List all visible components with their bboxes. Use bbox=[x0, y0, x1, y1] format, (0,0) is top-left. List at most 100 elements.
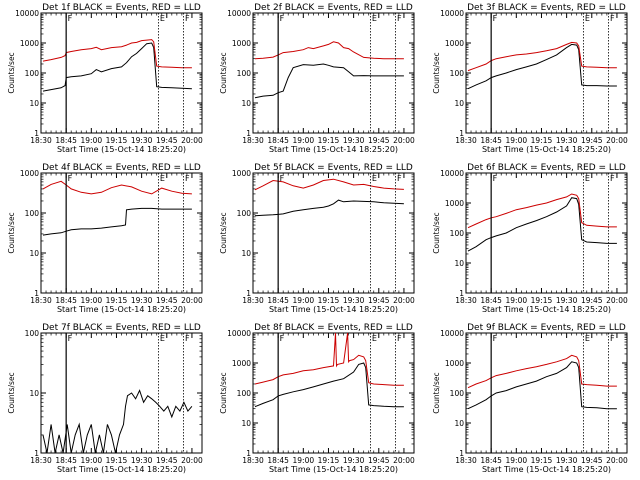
series-events bbox=[467, 197, 617, 252]
time-marker-label: F bbox=[397, 174, 402, 183]
x-tick-label: 20:00 bbox=[606, 136, 628, 145]
y-tick-label: 10 bbox=[241, 249, 251, 258]
y-axis-label: Counts/sec bbox=[219, 372, 228, 413]
time-marker-label: F bbox=[397, 14, 402, 23]
series-events bbox=[42, 389, 193, 454]
series-lld bbox=[254, 178, 404, 191]
series-events bbox=[467, 43, 617, 90]
time-marker-label: F bbox=[493, 174, 498, 183]
x-tick-label: 18:45 bbox=[480, 296, 502, 305]
y-tick-label: 1 bbox=[459, 449, 464, 458]
y-tick-label: 100 bbox=[237, 209, 252, 218]
x-tick-label: 18:30 bbox=[455, 296, 477, 305]
y-tick-label: 10 bbox=[29, 249, 39, 258]
y-tick-label: 10000 bbox=[15, 9, 39, 18]
x-tick-label: 19:45 bbox=[581, 136, 603, 145]
time-marker-label: E bbox=[372, 174, 377, 183]
y-tick-label: 100 bbox=[450, 69, 465, 78]
series-events bbox=[254, 63, 404, 99]
y-tick-label: 10000 bbox=[227, 329, 251, 338]
panel-title: Det 8f BLACK = Events, RED = LLD bbox=[254, 323, 413, 333]
panel-8: Det 8f BLACK = Events, RED = LLD 1 10 100 10… bbox=[219, 323, 415, 474]
x-tick-label: 20:00 bbox=[606, 456, 628, 465]
time-marker-label: F bbox=[185, 334, 190, 343]
panel-3: Det 3f BLACK = Events, RED = LLD 1 10 100 10… bbox=[432, 3, 628, 154]
panel-7: Det 7f BLACK = Events, RED = LLD 1 10 100 18… bbox=[7, 323, 203, 474]
x-tick-label: 18:30 bbox=[30, 456, 52, 465]
y-tick-label: 1 bbox=[459, 129, 464, 138]
plot-frame bbox=[252, 172, 415, 294]
panel-title: Det 2f BLACK = Events, RED = LLD bbox=[254, 3, 413, 13]
y-axis-label: Counts/sec bbox=[219, 52, 228, 93]
y-tick-label: 100 bbox=[237, 69, 252, 78]
time-marker-label: E bbox=[160, 334, 165, 343]
time-marker-label: F bbox=[610, 174, 615, 183]
x-axis-label: Start Time (15-Oct-14 18:25:20) bbox=[269, 145, 398, 154]
y-tick-label: 1000 bbox=[20, 39, 39, 48]
x-tick-label: 18:30 bbox=[30, 296, 52, 305]
plot-frame bbox=[465, 172, 628, 294]
y-tick-label: 10000 bbox=[440, 9, 464, 18]
x-tick-label: 19:45 bbox=[156, 136, 178, 145]
y-tick-label: 100 bbox=[237, 389, 252, 398]
time-marker-label: E bbox=[372, 334, 377, 343]
time-marker-label: F bbox=[493, 334, 498, 343]
x-tick-label: 18:30 bbox=[30, 136, 52, 145]
plot-frame bbox=[465, 12, 628, 134]
x-tick-label: 19:45 bbox=[368, 456, 390, 465]
panel-title: Det 9f BLACK = Events, RED = LLD bbox=[467, 323, 626, 333]
x-tick-label: 20:00 bbox=[393, 456, 415, 465]
x-tick-label: 18:45 bbox=[267, 456, 289, 465]
x-tick-label: 19:15 bbox=[531, 296, 553, 305]
x-axis-label: Start Time (15-Oct-14 18:25:20) bbox=[57, 465, 186, 474]
y-tick-label: 1000 bbox=[232, 39, 251, 48]
x-axis-label: Start Time (15-Oct-14 18:25:20) bbox=[57, 305, 186, 314]
x-tick-label: 18:30 bbox=[242, 136, 264, 145]
time-marker-label: F bbox=[397, 334, 402, 343]
y-axis-label: Counts/sec bbox=[432, 212, 441, 253]
series-lld bbox=[254, 332, 404, 386]
time-marker-label: F bbox=[280, 174, 285, 183]
x-tick-label: 18:45 bbox=[267, 136, 289, 145]
x-tick-label: 18:30 bbox=[242, 296, 264, 305]
x-tick-label: 19:15 bbox=[318, 456, 340, 465]
y-axis-label: Counts/sec bbox=[7, 52, 16, 93]
x-tick-label: 20:00 bbox=[393, 296, 415, 305]
y-tick-label: 1000 bbox=[232, 169, 251, 178]
y-tick-label: 10 bbox=[241, 99, 251, 108]
x-tick-label: 19:00 bbox=[506, 296, 528, 305]
y-axis-label: Counts/sec bbox=[432, 52, 441, 93]
plot-frame bbox=[252, 332, 415, 454]
x-tick-label: 19:00 bbox=[293, 456, 315, 465]
x-tick-label: 19:00 bbox=[81, 136, 103, 145]
panel-4: Det 4f BLACK = Events, RED = LLD 1 10 100 10… bbox=[7, 163, 203, 314]
x-tick-label: 18:45 bbox=[480, 136, 502, 145]
y-tick-label: 100 bbox=[450, 229, 465, 238]
panel-title: Det 1f BLACK = Events, RED = LLD bbox=[42, 3, 201, 13]
x-tick-label: 18:30 bbox=[242, 456, 264, 465]
plot-frame bbox=[40, 332, 203, 454]
series-lld bbox=[467, 193, 617, 229]
x-tick-label: 19:45 bbox=[368, 136, 390, 145]
y-tick-label: 10 bbox=[29, 99, 39, 108]
x-axis-label: Start Time (15-Oct-14 18:25:20) bbox=[482, 465, 611, 474]
y-tick-label: 1 bbox=[34, 129, 39, 138]
x-tick-label: 18:45 bbox=[267, 296, 289, 305]
series-events bbox=[254, 362, 404, 408]
y-tick-label: 10 bbox=[241, 419, 251, 428]
x-tick-label: 18:30 bbox=[455, 456, 477, 465]
time-marker-label: F bbox=[185, 174, 190, 183]
x-tick-label: 19:30 bbox=[343, 136, 365, 145]
x-tick-label: 20:00 bbox=[393, 136, 415, 145]
plot-frame bbox=[252, 12, 415, 134]
x-tick-label: 20:00 bbox=[181, 136, 203, 145]
x-axis-label: Start Time (15-Oct-14 18:25:20) bbox=[269, 465, 398, 474]
y-tick-label: 10 bbox=[454, 99, 464, 108]
x-tick-label: 19:15 bbox=[106, 136, 128, 145]
x-tick-label: 19:45 bbox=[581, 456, 603, 465]
x-tick-label: 19:30 bbox=[343, 456, 365, 465]
x-tick-label: 19:15 bbox=[106, 456, 128, 465]
y-tick-label: 10 bbox=[29, 389, 39, 398]
panel-title: Det 3f BLACK = Events, RED = LLD bbox=[467, 3, 626, 13]
